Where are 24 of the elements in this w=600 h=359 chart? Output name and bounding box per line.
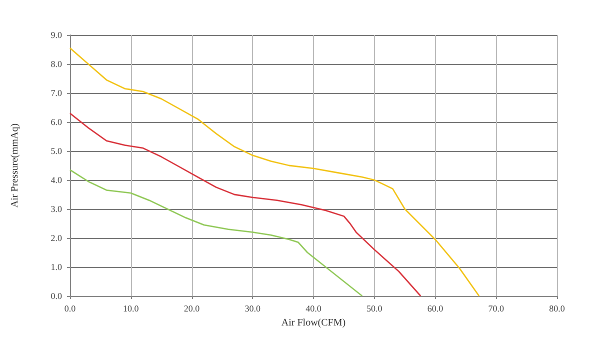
x-tick-label: 30.0 [244,304,261,314]
x-tick-label: 40.0 [306,304,322,314]
y-tick-label: 5.0 [50,146,62,156]
x-tick-label: 60.0 [427,304,444,314]
y-tick-label: 6.0 [50,117,62,127]
x-tick-label: 0.0 [64,304,76,314]
y-tick-label: 3.0 [50,204,62,214]
x-tick-label: 10.0 [123,304,140,314]
y-tick-label: 9.0 [50,30,62,40]
x-tick-label: 80.0 [549,304,566,314]
y-tick-label: 8.0 [50,59,62,69]
line-series [69,169,363,297]
line-series [69,112,422,297]
x-tick-label: 50.0 [366,304,383,314]
y-tick-label: 2.0 [50,233,62,243]
y-tick-label: 0.0 [50,291,62,301]
x-tick-label: 70.0 [488,304,504,314]
y-tick-label: 1.0 [50,262,62,272]
line-series [69,47,480,297]
y-axis-title: Air Pressure(mmAq) [10,123,20,208]
y-tick-label: 7.0 [50,88,62,98]
x-tick-label: 20.0 [184,304,200,314]
y-tick-label: 4.0 [50,175,62,185]
x-axis-title: Air Flow(CFM) [281,317,346,328]
